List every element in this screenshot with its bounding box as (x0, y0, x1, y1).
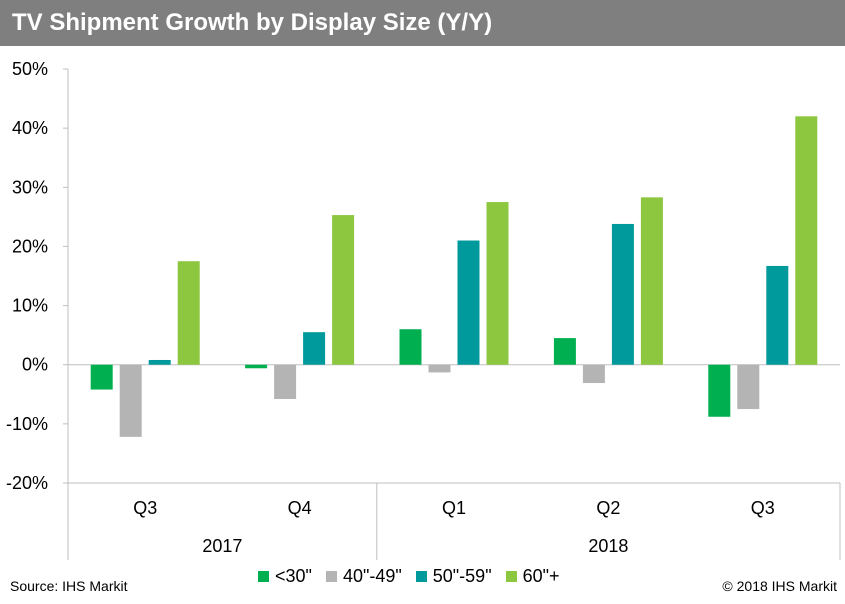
bar-1-0 (119, 364, 142, 437)
legend-item: 60"+ (505, 566, 560, 587)
bar-2-3 (611, 223, 634, 365)
x-tick-label: Q4 (288, 498, 312, 518)
bar-3-1 (332, 215, 355, 365)
bar-1-3 (582, 364, 605, 384)
bar-0-1 (245, 364, 268, 369)
bar-0-3 (553, 338, 576, 365)
bar-3-3 (640, 197, 663, 365)
x-tick-label: Q3 (751, 498, 775, 518)
legend-label: <30" (275, 566, 312, 586)
y-tick-label: 50% (12, 59, 48, 79)
y-tick-label: 30% (12, 177, 48, 197)
legend-label: 60"+ (522, 566, 560, 586)
chart-area: -20% -10% 0% 10% 20% 30% 40% 50% Q3 Q4 Q1 Q2 Q3 2017 2… (6, 59, 841, 560)
legend-swatch (325, 571, 337, 582)
bar-2-1 (303, 332, 326, 365)
bar-3-4 (795, 116, 818, 365)
chart-title: TV Shipment Growth by Display Size (Y/Y) (12, 9, 493, 36)
bar-1-1 (274, 364, 297, 400)
y-tick-label: 40% (12, 118, 48, 138)
legend-swatch (415, 571, 427, 582)
legend-swatch (505, 571, 517, 582)
bar-2-2 (457, 240, 480, 365)
y-tick-label: 10% (12, 296, 48, 316)
group-label: 2017 (202, 536, 242, 556)
x-tick-label: Q2 (596, 498, 620, 518)
legend-label: 50"-59" (432, 566, 492, 586)
legend-item: <30" (258, 566, 312, 587)
y-tick-label: -20% (6, 473, 48, 493)
y-tick-label: 20% (12, 236, 48, 256)
y-tick-label: -10% (6, 414, 48, 434)
bar-2-0 (148, 359, 171, 365)
legend-item: 40"-49" (325, 566, 402, 587)
y-tick-label: 0% (22, 355, 48, 375)
source-note: Source: IHS Markit (10, 578, 128, 594)
bar-0-2 (399, 329, 422, 365)
bar-0-0 (90, 364, 113, 390)
x-tick-label: Q3 (133, 498, 157, 518)
copyright-note: © 2018 IHS Markit (722, 578, 837, 594)
x-tick-label: Q1 (442, 498, 466, 518)
bar-1-2 (428, 364, 451, 373)
bar-1-4 (737, 364, 760, 410)
bar-3-0 (177, 261, 200, 365)
legend-item: 50"-59" (415, 566, 492, 587)
group-label: 2018 (588, 536, 628, 556)
title-bar: TV Shipment Growth by Display Size (Y/Y) (0, 0, 845, 46)
legend: <30" 40"-49" 50"-59" 60"+ (258, 566, 560, 587)
bar-0-4 (708, 364, 731, 417)
legend-swatch (258, 571, 269, 582)
bar-2-4 (766, 265, 789, 365)
bar-3-2 (486, 202, 509, 365)
legend-label: 40"-49" (342, 566, 402, 586)
